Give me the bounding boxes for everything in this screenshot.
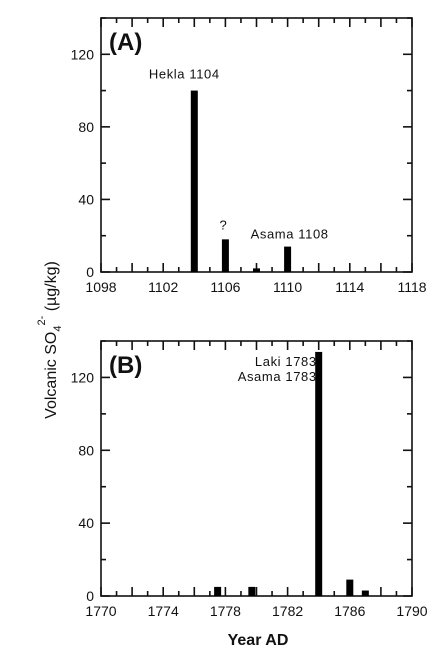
y-tick-label: 80: [78, 442, 94, 458]
x-tick-label: 1770: [85, 603, 116, 619]
y-tick-label: 40: [78, 515, 94, 531]
bar: [253, 268, 260, 272]
y-tick-label: 40: [78, 191, 94, 207]
panel-label: (B): [109, 352, 142, 379]
y-tick-label: 0: [86, 264, 94, 280]
y-tick-label: 80: [78, 119, 94, 135]
bar: [214, 586, 222, 596]
x-tick-label: 1782: [272, 603, 303, 619]
bar: [248, 586, 256, 596]
bar: [346, 579, 354, 596]
x-tick-label: 1114: [335, 279, 364, 295]
panel-a: 1098 1102 1106 1110 1114 1118 0 40 80 120 (A) Hekla…: [71, 17, 427, 295]
x-tick-label: 1778: [210, 603, 241, 619]
bar: [221, 239, 229, 272]
y-tick-label: 0: [86, 588, 94, 604]
annotation-label: Laki 1783: [255, 354, 317, 369]
annotation-label: Asama 1783: [238, 369, 317, 384]
y-tick-label: 120: [71, 46, 95, 62]
x-tick-label: 1102: [148, 279, 178, 295]
bar: [361, 590, 369, 596]
x-tick-label: 1106: [210, 279, 240, 295]
bar: [190, 90, 198, 272]
x-axis-title: Year AD: [228, 632, 289, 649]
y-axis-title-group: Volcanic SO42- (µg/kg): [36, 261, 64, 419]
annotation-label: Hekla 1104: [149, 67, 220, 82]
x-tick-label: 1098: [85, 279, 116, 295]
bar: [284, 246, 292, 272]
x-tick-label: 1110: [273, 279, 302, 295]
x-tick-label: 1786: [334, 603, 365, 619]
annotation-label: ?: [219, 217, 227, 232]
y-tick-label: 120: [71, 369, 95, 385]
panel-label: (A): [109, 29, 142, 56]
x-tick-label: 1790: [396, 603, 427, 619]
bar: [315, 351, 323, 596]
x-tick-label: 1774: [148, 603, 179, 619]
panel-b: 1770 1774 1778 1782 1786 1790 0 40 80 120 (B) Laki …: [71, 340, 428, 619]
annotation-label: Asama 1108: [251, 227, 329, 242]
y-axis-title: Volcanic SO42- (µg/kg): [36, 261, 64, 419]
x-tick-label: 1118: [397, 279, 426, 295]
